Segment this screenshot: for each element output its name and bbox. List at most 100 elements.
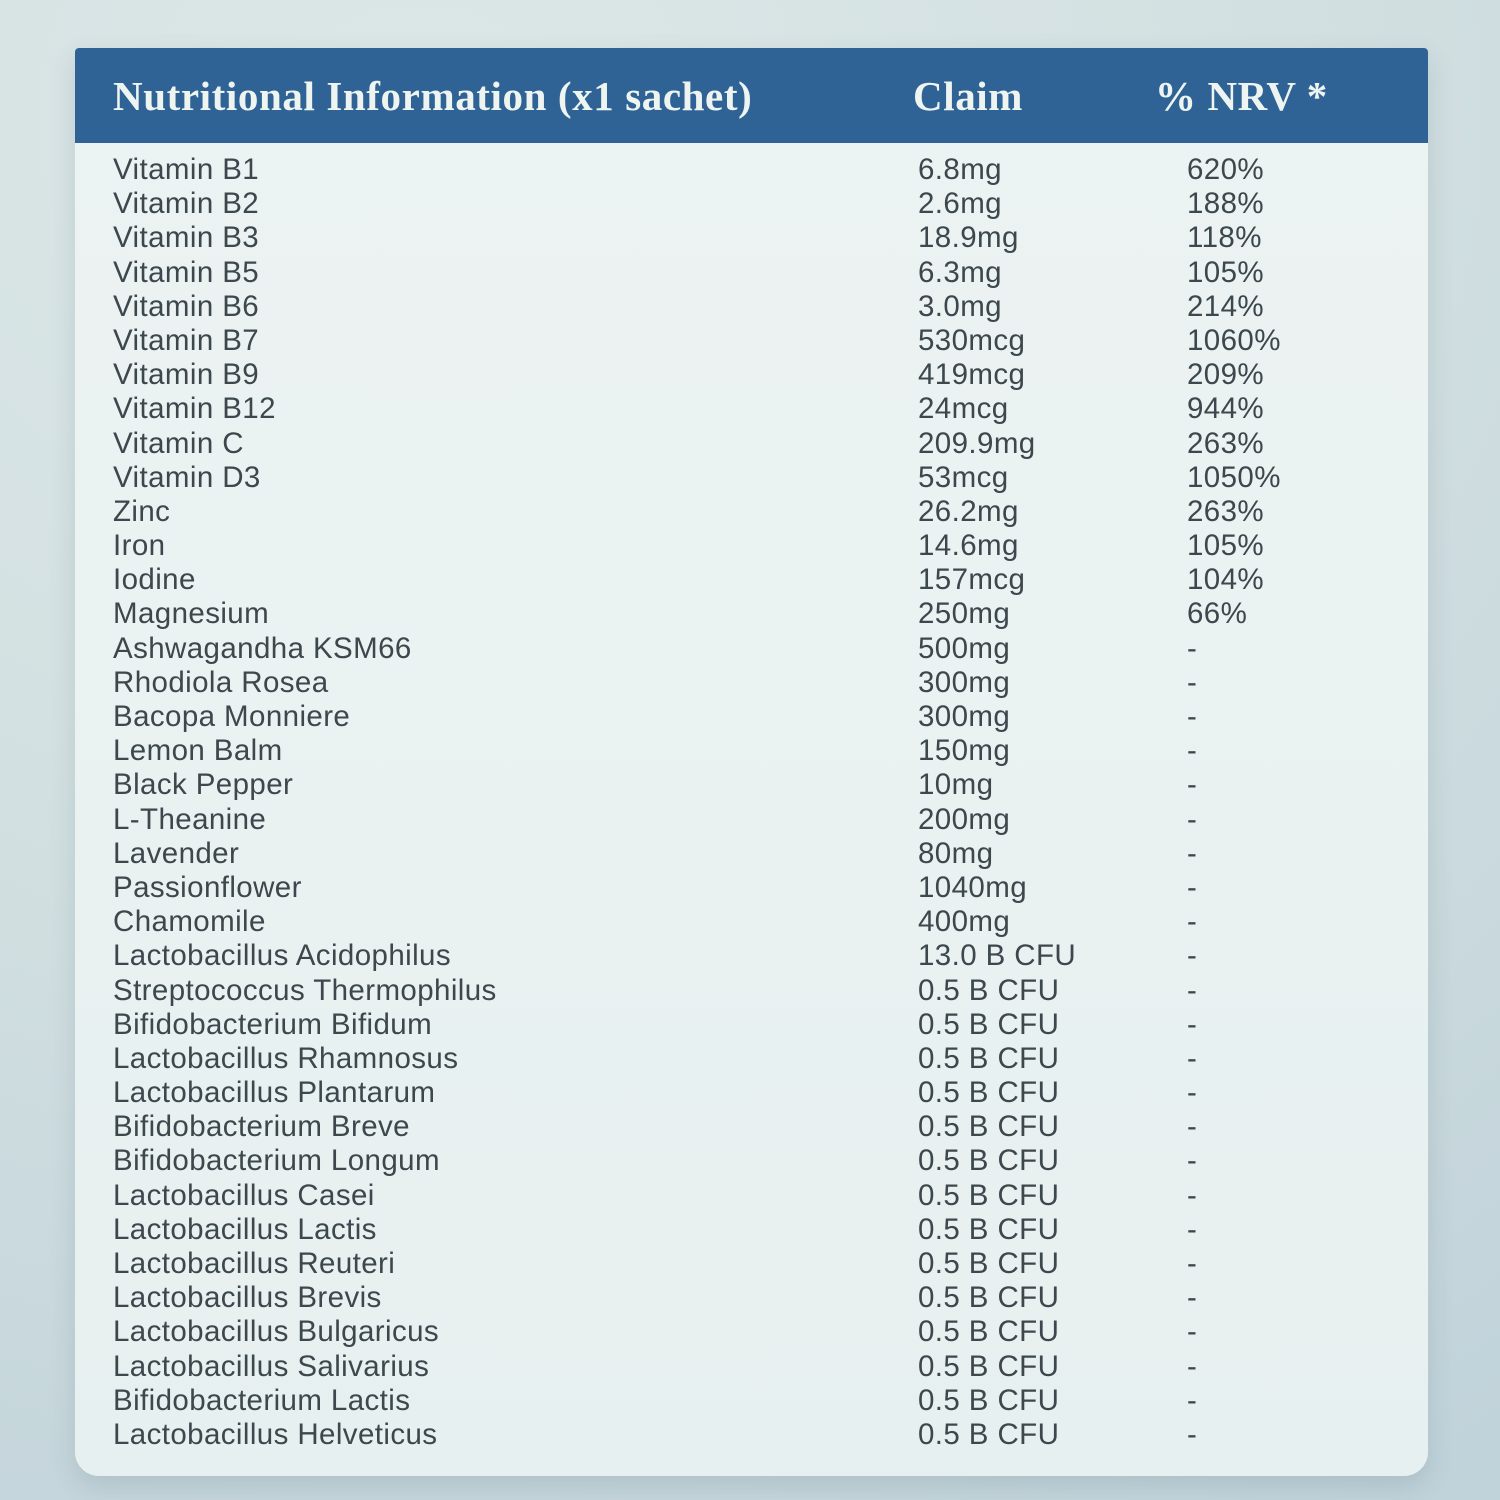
ingredient-name: Lactobacillus Salivarius [113, 1349, 430, 1383]
ingredient-name: Magnesium [113, 597, 270, 631]
claim-value: 6.8mg [918, 153, 1002, 186]
nrv-value: 1060% [1187, 323, 1281, 357]
nrv-value: - [1187, 836, 1198, 870]
nrv-value: 104% [1187, 563, 1265, 597]
nrv-value: 209% [1187, 358, 1265, 392]
table-row: Lemon Balm 150mg - [75, 734, 1428, 768]
nrv-value: - [1187, 1007, 1198, 1041]
table-row: Vitamin B3 18.9mg 118% [75, 221, 1428, 255]
claim-value: 10mg [918, 768, 994, 802]
nrv-value: - [1187, 1281, 1198, 1315]
table-row: Magnesium 250mg 66% [75, 597, 1428, 631]
claim-value: 26.2mg [918, 494, 1019, 528]
ingredient-name: Vitamin B6 [113, 289, 260, 323]
ingredient-name: Iodine [113, 563, 196, 597]
nrv-value: - [1187, 665, 1198, 699]
nrv-value: 188% [1187, 187, 1265, 221]
nrv-value: 263% [1187, 426, 1265, 460]
ingredient-name: Iron [113, 529, 166, 563]
table-row: Vitamin C 209.9mg 263% [75, 427, 1428, 461]
table-row: Lactobacillus Plantarum 0.5 B CFU - [75, 1076, 1428, 1110]
ingredient-name: Vitamin C [113, 426, 244, 460]
ingredient-name: Vitamin B12 [113, 392, 276, 426]
claim-value: 6.3mg [918, 255, 1002, 289]
ingredient-name: Lactobacillus Casei [113, 1178, 375, 1212]
nrv-value: - [1187, 1383, 1198, 1417]
table-row: Vitamin B6 3.0mg 214% [75, 290, 1428, 324]
table-row: Passionflower 1040mg - [75, 871, 1428, 905]
claim-value: 200mg [918, 802, 1011, 836]
ingredient-name: Passionflower [113, 870, 302, 904]
table-row: Lactobacillus Rhamnosus 0.5 B CFU - [75, 1042, 1428, 1076]
ingredient-name: Lactobacillus Bulgaricus [113, 1315, 440, 1349]
nutrition-facts-table: Nutritional Information (x1 sachet) Clai… [75, 48, 1428, 1476]
ingredient-name: Lactobacillus Helveticus [113, 1417, 438, 1451]
table-row: Lactobacillus Bulgaricus 0.5 B CFU - [75, 1315, 1428, 1349]
table-row: Vitamin B2 2.6mg 188% [75, 187, 1428, 221]
claim-value: 0.5 B CFU [918, 1178, 1060, 1212]
table-row: Vitamin D3 53mcg 1050% [75, 461, 1428, 495]
nrv-value: - [1187, 1247, 1198, 1280]
ingredient-name: Vitamin B5 [113, 255, 260, 289]
table-row: Lactobacillus Helveticus 0.5 B CFU - [75, 1418, 1428, 1452]
header-claim: Claim [913, 72, 1024, 119]
ingredient-name: Lemon Balm [113, 734, 283, 768]
table-row: Lactobacillus Brevis 0.5 B CFU - [75, 1281, 1428, 1315]
table-row: Lactobacillus Reuteri 0.5 B CFU - [75, 1247, 1428, 1281]
ingredient-name: Bifidobacterium Lactis [113, 1383, 411, 1417]
claim-value: 500mg [918, 631, 1011, 665]
ingredient-name: L-Theanine [113, 802, 267, 836]
nrv-value: - [1187, 1144, 1198, 1178]
nrv-value: - [1187, 973, 1198, 1007]
table-body: Vitamin B1 6.8mg 620% Vitamin B2 2.6mg 188% Vi… [75, 143, 1428, 1452]
table-row: Bifidobacterium Breve 0.5 B CFU - [75, 1110, 1428, 1144]
nrv-value: 118% [1187, 221, 1262, 255]
ingredient-name: Streptococcus Thermophilus [113, 973, 497, 1007]
table-row: L-Theanine 200mg - [75, 803, 1428, 837]
claim-value: 0.5 B CFU [918, 1212, 1060, 1246]
table-row: Iron 14.6mg 105% [75, 529, 1428, 563]
claim-value: 0.5 B CFU [918, 1007, 1060, 1041]
ingredient-name: Lactobacillus Acidophilus [113, 939, 451, 973]
nrv-value: 66% [1187, 597, 1248, 631]
table-row: Iodine 157mcg 104% [75, 563, 1428, 597]
table-row: Lactobacillus Casei 0.5 B CFU - [75, 1179, 1428, 1213]
table-row: Vitamin B5 6.3mg 105% [75, 256, 1428, 290]
nrv-value: - [1187, 1349, 1198, 1383]
table-row: Black Pepper 10mg - [75, 768, 1428, 802]
ingredient-name: Chamomile [113, 905, 266, 939]
claim-value: 0.5 B CFU [918, 1281, 1060, 1315]
claim-value: 530mcg [918, 323, 1026, 357]
claim-value: 300mg [918, 700, 1011, 733]
nrv-value: 105% [1187, 529, 1265, 563]
table-row: Lavender 80mg - [75, 837, 1428, 871]
table-row: Vitamin B12 24mcg 944% [75, 392, 1428, 426]
ingredient-name: Black Pepper [113, 768, 294, 802]
table-row: Streptococcus Thermophilus 0.5 B CFU - [75, 974, 1428, 1008]
claim-value: 0.5 B CFU [918, 973, 1060, 1007]
table-row: Vitamin B7 530mcg 1060% [75, 324, 1428, 358]
nrv-value: 105% [1187, 255, 1265, 289]
claim-value: 80mg [918, 836, 994, 870]
ingredient-name: Vitamin D3 [113, 460, 261, 494]
nrv-value: - [1187, 1315, 1198, 1349]
table-row: Zinc 26.2mg 263% [75, 495, 1428, 529]
claim-value: 0.5 B CFU [918, 1247, 1060, 1280]
nrv-value: - [1187, 734, 1198, 768]
table-row: Rhodiola Rosea 300mg - [75, 666, 1428, 700]
table-header: Nutritional Information (x1 sachet) Clai… [75, 48, 1428, 143]
ingredient-name: Bifidobacterium Bifidum [113, 1007, 433, 1041]
ingredient-name: Vitamin B9 [113, 358, 260, 392]
ingredient-name: Lavender [113, 836, 240, 870]
claim-value: 209.9mg [918, 426, 1036, 460]
ingredient-name: Vitamin B3 [113, 221, 260, 255]
ingredient-name: Zinc [113, 494, 171, 528]
ingredient-name: Ashwagandha KSM66 [113, 631, 412, 665]
claim-value: 150mg [918, 734, 1011, 768]
nrv-value: - [1187, 905, 1198, 939]
ingredient-name: Bifidobacterium Longum [113, 1144, 440, 1178]
nrv-value: - [1187, 631, 1198, 665]
nrv-value: 263% [1187, 494, 1265, 528]
claim-value: 1040mg [918, 870, 1028, 904]
claim-value: 0.5 B CFU [918, 1417, 1060, 1451]
